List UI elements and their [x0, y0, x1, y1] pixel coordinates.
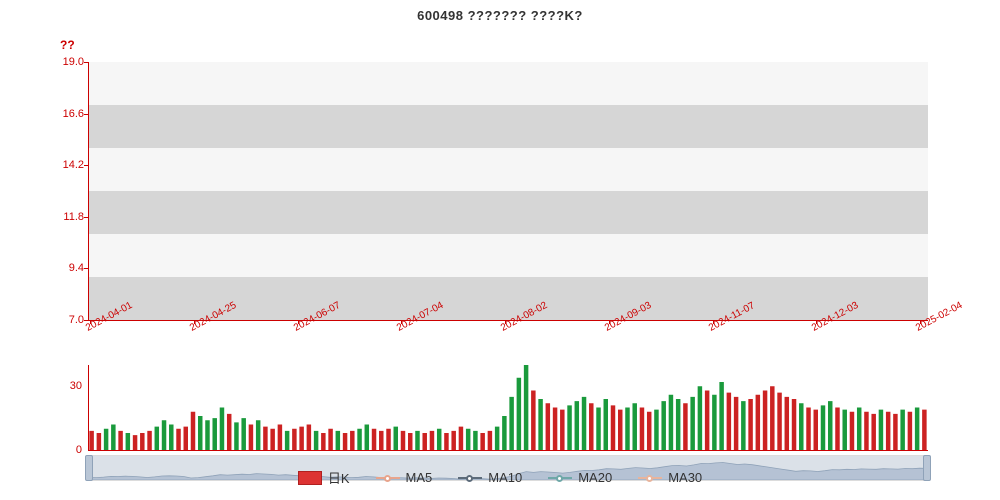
price-chart-plot: [88, 62, 928, 320]
price-y-tick-mark: [84, 113, 88, 115]
x-tick-mark: [816, 320, 818, 324]
legend-item-label: MA10: [488, 470, 523, 485]
x-tick-mark: [920, 320, 921, 324]
price-y-tick-label: 11.8: [63, 210, 84, 223]
datazoom-handle-left[interactable]: [85, 455, 93, 481]
legend-candle-swatch: [297, 470, 322, 485]
datazoom-preview-area: [89, 462, 927, 480]
price-y-tick-mark: [84, 62, 88, 63]
legend-item-label: MA30: [668, 470, 703, 485]
legend-line-marker-icon: [466, 474, 474, 482]
legend-item-label: MA20: [578, 470, 613, 485]
volume-y-tick-label: 0: [75, 444, 82, 456]
price-y-tick-label: 16.6: [62, 107, 84, 120]
legend-line-swatch: [375, 474, 400, 482]
x-tick-mark: [608, 320, 610, 324]
price-x-axis-line: [88, 320, 928, 321]
volume-y-tick-label: 30: [69, 380, 82, 393]
x-tick-mark: [505, 320, 506, 324]
legend-item-ma5[interactable]: MA5: [375, 470, 433, 485]
price-y-tick-mark: [84, 216, 88, 218]
legend-line-marker-icon: [556, 474, 564, 482]
legend-line-swatch: [548, 474, 573, 482]
x-tick-mark: [297, 320, 299, 324]
page-title: 600498 ??????? ????K?: [417, 8, 583, 23]
price-axis-unit-label: ??: [60, 38, 75, 52]
volume-series-canvas: [89, 365, 927, 450]
legend-line-swatch: [638, 474, 663, 482]
price-y-tick-label: 9.4: [68, 262, 84, 275]
price-y-tick-mark: [84, 165, 88, 167]
legend-item-label: MA5: [405, 470, 433, 485]
datazoom-handle-right[interactable]: [923, 455, 931, 481]
volume-chart-plot: [88, 365, 928, 450]
volume-x-axis-line: [88, 450, 928, 451]
chart-legend: 日K MA5 MA10 MA20 MA30: [0, 468, 1000, 487]
legend-line-swatch: [458, 474, 483, 482]
legend-item-日k[interactable]: 日K: [297, 468, 350, 487]
price-y-tick-mark: [84, 320, 88, 321]
price-y-tick-mark: [84, 268, 88, 270]
legend-item-ma10[interactable]: MA10: [458, 470, 522, 485]
legend-item-ma20[interactable]: MA20: [548, 470, 612, 485]
price-y-tick-label: 14.2: [62, 159, 84, 172]
x-tick-mark: [90, 320, 91, 324]
x-tick-mark: [401, 320, 403, 324]
legend-line-marker-icon: [646, 474, 654, 482]
legend-line-marker-icon: [383, 474, 391, 482]
legend-item-ma30[interactable]: MA30: [638, 470, 702, 485]
volume-y-axis-line: [88, 365, 89, 450]
x-tick-mark: [193, 320, 195, 324]
x-tick-mark: [712, 320, 714, 324]
price-y-tick-label: 19.0: [62, 56, 84, 68]
price-y-tick-label: 7.0: [68, 314, 84, 326]
datazoom-slider[interactable]: [85, 455, 931, 481]
price-y-axis-line: [88, 62, 89, 320]
legend-item-label: 日K: [327, 471, 350, 486]
